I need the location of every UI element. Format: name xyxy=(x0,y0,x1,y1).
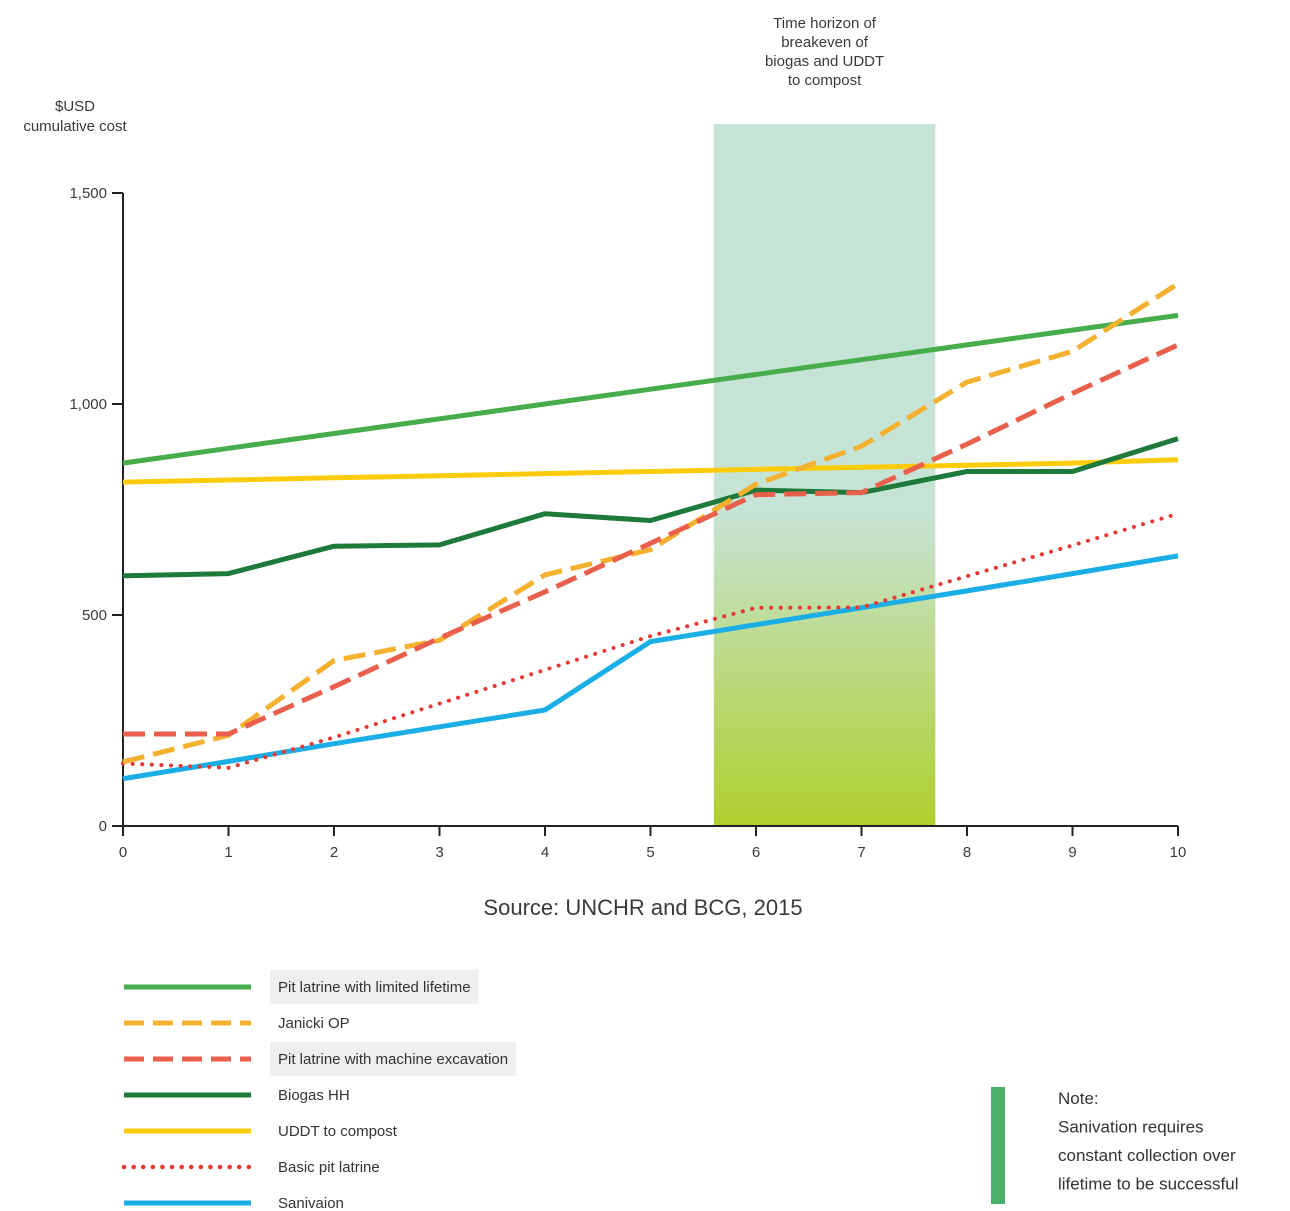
breakeven-band xyxy=(713,124,936,826)
x-tick-label: 10 xyxy=(1170,844,1187,861)
note-line: constant collection over xyxy=(1058,1146,1236,1165)
note-line: lifetime to be successful xyxy=(1058,1175,1238,1194)
series-line-pit-limited xyxy=(122,312,1179,466)
y-tick-label: 1,000 xyxy=(69,396,107,413)
source-caption: Source: UNCHR and BCG, 2015 xyxy=(483,895,802,920)
y-axis-title-line: cumulative cost xyxy=(23,118,127,135)
legend-label: Basic pit latrine xyxy=(278,1159,380,1176)
x-tick-label: 3 xyxy=(435,844,443,861)
series-line-sanivation xyxy=(122,553,1179,782)
y-tick-label: 1,500 xyxy=(69,185,107,202)
legend-label-highlight xyxy=(270,1042,517,1076)
note-line: Sanivation requires xyxy=(1058,1118,1204,1137)
series-line-janicki xyxy=(122,281,1180,765)
axes: 0 500 1,000 1,500 0 1 2 3 4 5 6 7 8 9 10 xyxy=(69,185,1186,861)
series-line-biogas xyxy=(122,436,1179,579)
note-accent-bar xyxy=(991,1087,1005,1204)
breakeven-band-rect xyxy=(713,124,936,826)
legend: Pit latrine with limited lifetime Janicki… xyxy=(121,970,517,1211)
x-tick-label: 2 xyxy=(330,844,338,861)
series-lines xyxy=(121,281,1180,782)
legend-label: Pit latrine with limited lifetime xyxy=(278,979,471,996)
series-line-pit-machine xyxy=(123,342,1180,737)
y-axis-title-line: $USD xyxy=(55,98,95,115)
x-tick-label: 5 xyxy=(646,844,654,861)
legend-label: UDDT to compost xyxy=(278,1123,398,1140)
legend-label: Biogas HH xyxy=(278,1087,350,1104)
series-line-uddt xyxy=(122,457,1179,485)
breakeven-band-label: Time horizon of breakeven of biogas and UD… xyxy=(765,15,884,89)
legend-item: Pit latrine with limited lifetime xyxy=(124,970,479,1004)
y-axis-label: $USD cumulative cost xyxy=(23,98,127,135)
x-tick-label: 1 xyxy=(224,844,232,861)
legend-item: UDDT to compost xyxy=(124,1123,398,1140)
note: Note: Sanivation requires constant collect… xyxy=(991,1087,1238,1204)
x-tick-label: 4 xyxy=(541,844,549,861)
note-line: Note: xyxy=(1058,1089,1099,1108)
legend-item: Janicki OP xyxy=(124,1015,350,1032)
legend-label: Janicki OP xyxy=(278,1015,350,1032)
y-tick-label: 500 xyxy=(82,607,107,624)
legend-item: Basic pit latrine xyxy=(121,1159,380,1176)
band-label-line: biogas and UDDT xyxy=(765,53,884,70)
band-label-line: Time horizon of xyxy=(773,15,877,32)
x-tick-label: 0 xyxy=(119,844,127,861)
legend-item: Pit latrine with machine excavation xyxy=(124,1042,517,1076)
x-tick-label: 9 xyxy=(1068,844,1076,861)
x-tick-label: 7 xyxy=(857,844,865,861)
band-label-line: to compost xyxy=(788,72,862,89)
legend-item: Sanivaion xyxy=(124,1195,344,1211)
y-tick-label: 0 xyxy=(99,818,107,835)
legend-label: Sanivaion xyxy=(278,1195,344,1211)
series-line-basic-pit xyxy=(121,511,1180,770)
legend-item: Biogas HH xyxy=(124,1087,350,1104)
legend-label-highlight xyxy=(270,970,479,1004)
x-tick-label: 8 xyxy=(963,844,971,861)
legend-label: Pit latrine with machine excavation xyxy=(278,1051,508,1068)
band-label-line: breakeven of xyxy=(781,34,869,51)
x-tick-label: 6 xyxy=(752,844,760,861)
